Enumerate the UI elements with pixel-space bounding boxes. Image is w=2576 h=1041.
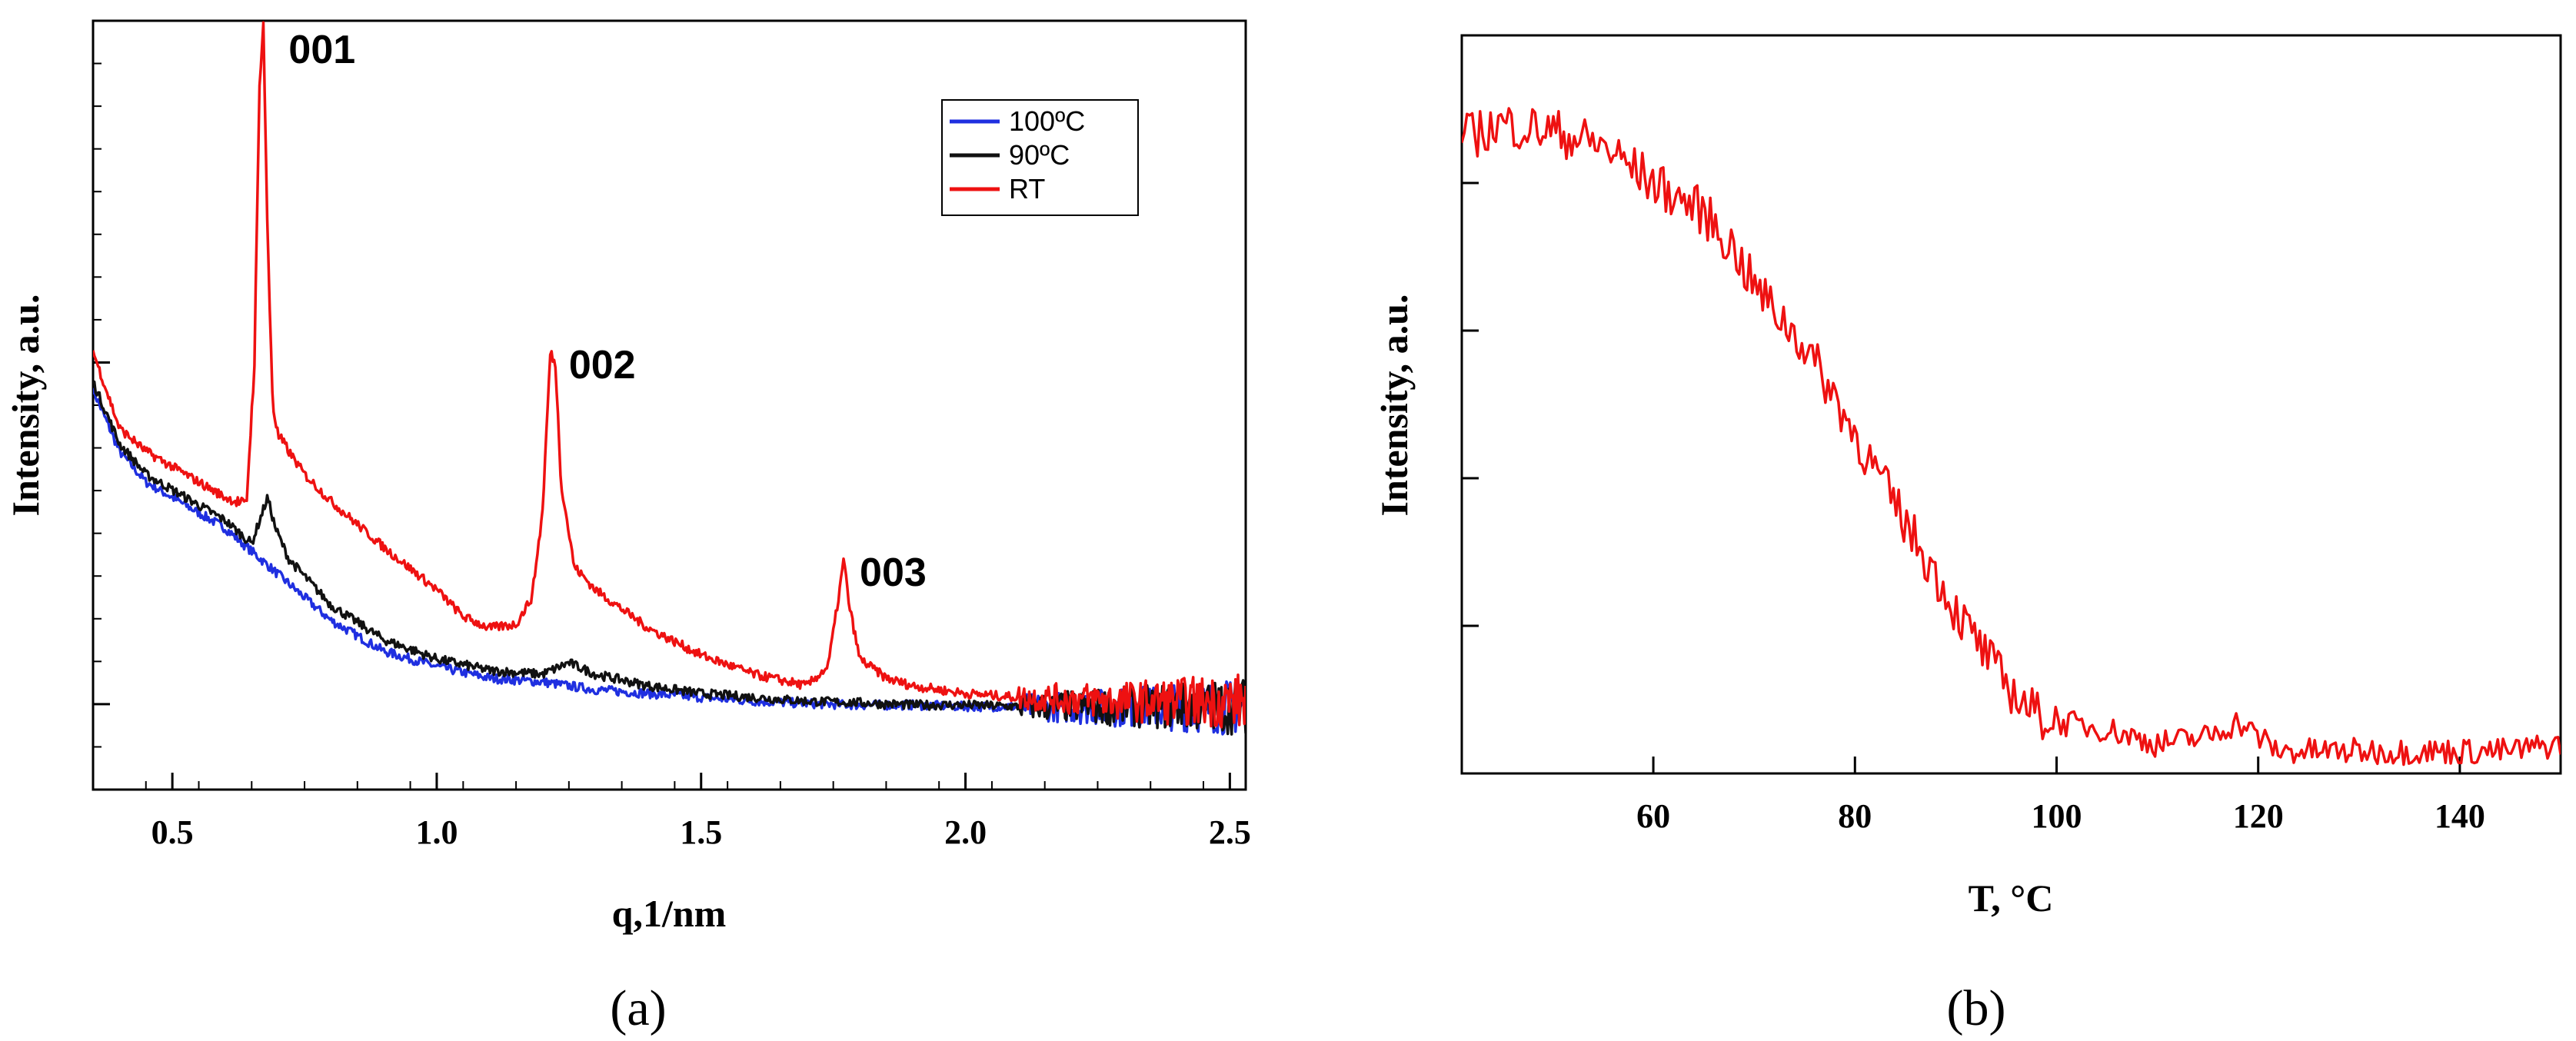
legend-label-0: 100ºC	[1009, 105, 1085, 137]
series-line-a-0	[93, 387, 1246, 736]
x-tick-label-b-1: 80	[1838, 797, 1872, 835]
y-axis-label-a: Intensity, a.u.	[4, 294, 47, 517]
series-line-b-0	[1462, 107, 2561, 767]
x-tick-label-b-3: 120	[2233, 797, 2284, 835]
x-tick-label-a-4: 2.5	[1209, 813, 1251, 851]
x-tick-label-b-0: 60	[1636, 797, 1670, 835]
peak-label-1: 002	[569, 343, 636, 387]
x-tick-label-a-2: 1.5	[680, 813, 722, 851]
legend-label-1: 90ºC	[1009, 139, 1070, 171]
x-axis-label-b: T, °C	[1969, 876, 2054, 920]
peak-annotations: 001 002 003	[288, 28, 926, 595]
x-tick-label-a-1: 1.0	[415, 813, 458, 851]
series-group-b	[1462, 107, 2561, 767]
series-group-a	[93, 21, 1246, 736]
panel-label-b: (b)	[1947, 980, 2006, 1036]
peak-label-0: 001	[288, 28, 355, 72]
x-tick-label-b-4: 140	[2435, 797, 2485, 835]
chart-panel-b: 60 80 100 120 140 T, °C Intensity, a.u. (b)	[1373, 34, 2562, 1036]
x-tick-label-a-0: 0.5	[151, 813, 194, 851]
peak-label-2: 003	[860, 550, 927, 595]
plot-frame-b	[1460, 34, 2562, 775]
x-axis-a: 0.5 1.0 1.5 2.0 2.5	[92, 773, 1251, 851]
x-axis-label-a: q,1/nm	[612, 892, 727, 935]
x-tick-label-b-2: 100	[2031, 797, 2082, 835]
series-line-a-1	[93, 380, 1246, 736]
series-line-a-2	[93, 21, 1246, 729]
panel-label-a: (a)	[610, 980, 666, 1036]
x-axis-b: 60 80 100 120 140	[1636, 757, 2485, 835]
x-tick-label-a-3: 2.0	[944, 813, 987, 851]
y-tick-marks-b	[1462, 34, 1479, 775]
y-axis-label-b: Intensity, a.u.	[1373, 294, 1416, 517]
legend-box	[941, 99, 1139, 216]
legend-label-2: RT	[1009, 173, 1045, 205]
